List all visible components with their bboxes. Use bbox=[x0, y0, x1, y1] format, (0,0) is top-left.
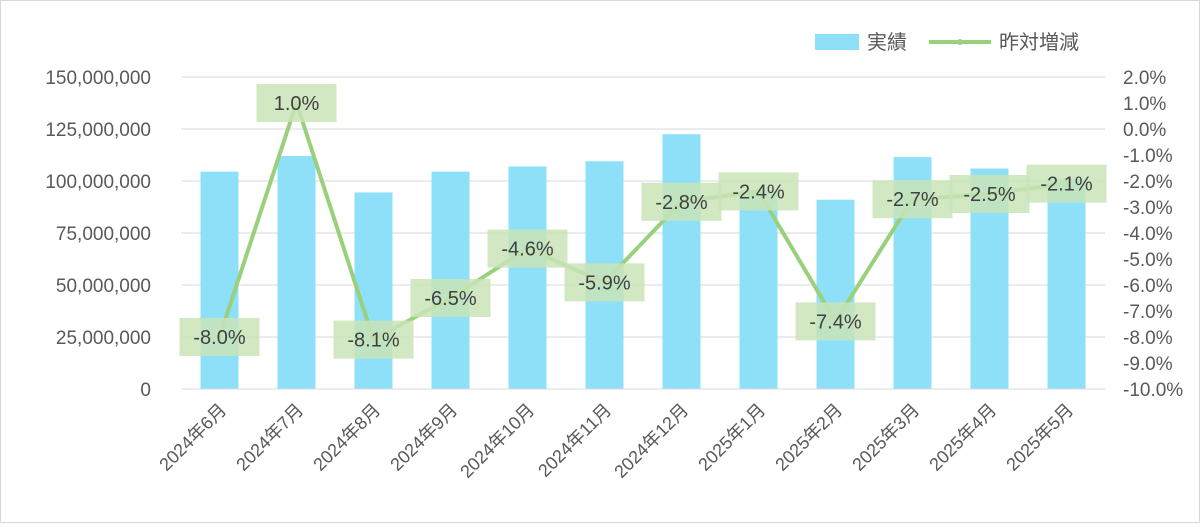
data-label-box bbox=[718, 172, 799, 211]
x-tick-label: 2024年7月 bbox=[232, 400, 307, 475]
x-tick-label: 2025年3月 bbox=[848, 400, 923, 475]
data-label: -2.5% bbox=[963, 184, 1015, 206]
legend-label-bar: 実績 bbox=[867, 31, 907, 54]
y-right-tick-label: -8.0% bbox=[1123, 328, 1173, 349]
right-axis: 2.0% 1.0% 0.0% -1.0% -2.0% -3.0% -4.0% -5.0% -6.… bbox=[1123, 68, 1183, 401]
bar bbox=[662, 134, 701, 389]
x-tick-label: 2024年10月 bbox=[456, 400, 538, 482]
data-label: -8.0% bbox=[193, 327, 245, 349]
data-label-box bbox=[333, 320, 414, 359]
bar bbox=[739, 190, 778, 389]
y-left-tick-label: 150,000,000 bbox=[45, 68, 151, 89]
y-right-tick-label: -4.0% bbox=[1123, 224, 1173, 245]
bar bbox=[816, 199, 855, 389]
data-label: -2.8% bbox=[655, 192, 707, 214]
y-left-tick-label: 25,000,000 bbox=[56, 328, 151, 349]
legend-swatch-bar bbox=[815, 34, 859, 50]
data-label: -2.4% bbox=[732, 181, 784, 203]
data-label-box bbox=[641, 182, 722, 221]
y-right-tick-label: -9.0% bbox=[1123, 354, 1173, 375]
bar bbox=[1047, 178, 1086, 389]
data-label-box bbox=[564, 263, 645, 302]
legend: 実績 昨対増減 bbox=[815, 31, 1079, 54]
x-tick-label: 2025年1月 bbox=[694, 400, 769, 475]
data-labels: -8.0% 1.0% -8.1% -6.5% -4.6% -5.9% -2.8% -2.4% -… bbox=[179, 84, 1107, 359]
y-right-tick-label: -1.0% bbox=[1123, 146, 1173, 167]
x-tick-label: 2025年4月 bbox=[925, 400, 1000, 475]
data-label: -6.5% bbox=[424, 288, 476, 310]
x-tick-label: 2025年2月 bbox=[771, 400, 846, 475]
x-tick-label: 2024年9月 bbox=[386, 400, 461, 475]
line-path bbox=[217, 101, 1067, 342]
y-left-tick-label: 75,000,000 bbox=[56, 224, 151, 245]
y-right-tick-label: -2.0% bbox=[1123, 172, 1173, 193]
y-left-tick-label: 50,000,000 bbox=[56, 276, 151, 297]
x-tick-label: 2024年8月 bbox=[309, 400, 384, 475]
y-right-tick-label: 0.0% bbox=[1123, 120, 1166, 141]
x-tick-label: 2024年6月 bbox=[155, 400, 230, 475]
y-right-tick-label: -10.0% bbox=[1123, 380, 1183, 401]
bar bbox=[200, 171, 239, 389]
y-right-tick-label: 1.0% bbox=[1123, 94, 1166, 115]
x-tick-label: 2024年11月 bbox=[534, 400, 615, 481]
y-right-tick-label: -6.0% bbox=[1123, 276, 1173, 297]
bar-series bbox=[200, 134, 1086, 389]
y-right-tick-label: -5.0% bbox=[1123, 250, 1173, 271]
y-left-tick-label: 100,000,000 bbox=[45, 172, 151, 193]
y-right-tick-label: -3.0% bbox=[1123, 198, 1173, 219]
y-right-tick-label: -7.0% bbox=[1123, 302, 1173, 323]
data-label-box bbox=[949, 175, 1030, 213]
y-left-tick-label: 125,000,000 bbox=[45, 120, 151, 141]
x-tick-label: 2024年12月 bbox=[610, 400, 692, 482]
data-label-box bbox=[179, 318, 260, 356]
x-tick-label: 2025年5月 bbox=[1002, 400, 1077, 475]
y-left-tick-label: 0 bbox=[140, 380, 151, 401]
bar bbox=[508, 166, 547, 389]
left-axis: 0 25,000,000 50,000,000 75,000,000 100,000,0… bbox=[45, 68, 151, 401]
data-label-box bbox=[410, 279, 491, 317]
legend-label-line: 昨対増減 bbox=[999, 31, 1079, 54]
gridlines bbox=[181, 76, 1105, 390]
line-series bbox=[216, 100, 1070, 343]
data-label: -4.6% bbox=[501, 239, 553, 261]
data-label: -2.1% bbox=[1040, 174, 1092, 196]
legend-marker-line bbox=[957, 39, 963, 45]
data-label: -7.4% bbox=[809, 311, 861, 333]
data-label-box bbox=[256, 84, 337, 122]
data-label: 1.0% bbox=[274, 93, 320, 115]
data-label: -8.1% bbox=[347, 330, 399, 352]
y-right-tick-label: 2.0% bbox=[1123, 68, 1166, 89]
data-label: -2.7% bbox=[886, 189, 938, 211]
data-label-box bbox=[795, 302, 876, 341]
x-axis: 2024年6月 2024年7月 2024年8月 2024年9月2024年10月2024… bbox=[155, 388, 1105, 482]
data-label: -5.9% bbox=[578, 272, 630, 294]
data-label-box bbox=[487, 229, 568, 268]
bar bbox=[354, 192, 393, 389]
bar bbox=[277, 156, 316, 389]
data-label-box bbox=[1026, 164, 1107, 203]
data-label-box bbox=[872, 180, 953, 219]
